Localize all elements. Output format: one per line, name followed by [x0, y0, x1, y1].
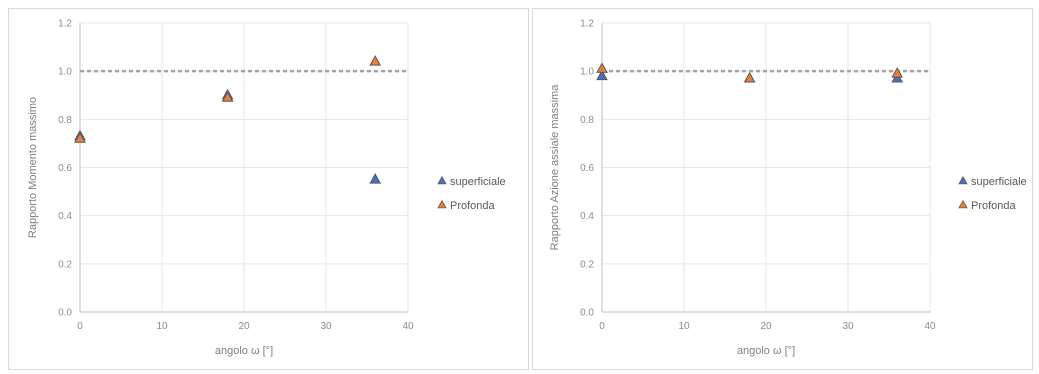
y-tick-label: 0.8: [580, 115, 594, 126]
chart-panel-moment: 0.0 0.2 0.4 0.6 0.8 1.0 1.2 0 10 20 30 40 angolo ω […: [8, 8, 529, 370]
x-axis-title: angolo ω [°]: [215, 345, 273, 357]
x-axis-title: angolo ω [°]: [737, 345, 795, 357]
y-tick-label: 1.0: [58, 67, 72, 78]
y-tick-label: 1.2: [580, 19, 594, 30]
chart-moment: 0.0 0.2 0.4 0.6 0.8 1.0 1.2 0 10 20 30 40 angolo ω […: [27, 19, 506, 358]
legend-label-profonda: Profonda: [971, 200, 1017, 212]
y-tick-label: 0.6: [580, 163, 594, 174]
y-tick-label: 0.6: [58, 163, 72, 174]
legend-marker-superficiale: [958, 175, 968, 185]
data-point-profonda: [596, 62, 608, 73]
y-tick-label: 0.4: [58, 211, 72, 222]
y-tick-label: 0.2: [580, 259, 594, 270]
data-point-profonda: [891, 67, 904, 78]
chart-axial: 0.0 0.2 0.4 0.6 0.8 1.0 1.2 0 10 20 30 40 angolo ω […: [549, 19, 1027, 358]
x-tick-label: 10: [156, 321, 168, 332]
x-tick-label: 20: [238, 321, 250, 332]
legend-marker-profonda: [958, 199, 968, 209]
x-tick-label: 30: [320, 321, 332, 332]
legend-label-superficiale: superficiale: [450, 176, 506, 188]
y-tick-label: 1.2: [58, 19, 72, 30]
x-tick-label: 40: [924, 321, 936, 332]
y-tick-label: 0.2: [58, 259, 72, 270]
data-point-profonda: [74, 132, 86, 143]
legend-label-superficiale: superficiale: [971, 176, 1027, 188]
chart-panel-axial: 0.0 0.2 0.4 0.6 0.8 1.0 1.2 0 10 20 30 40 angolo ω […: [532, 8, 1033, 370]
y-tick-label: 1.0: [580, 67, 594, 78]
x-tick-label: 40: [402, 321, 414, 332]
legend-marker-superficiale: [437, 175, 447, 185]
legend-marker-profonda: [437, 199, 447, 209]
x-tick-label: 0: [77, 321, 83, 332]
y-tick-label: 0.8: [58, 115, 72, 126]
y-axis-title: Rapporto Azione assiale massima: [549, 84, 561, 251]
data-point-profonda: [743, 71, 756, 83]
x-tick-label: 10: [678, 321, 690, 332]
x-tick-label: 20: [760, 321, 772, 332]
y-tick-label: 0.0: [580, 308, 594, 319]
x-tick-label: 0: [599, 321, 605, 332]
y-tick-label: 0.4: [580, 211, 594, 222]
data-point-superficiale: [369, 173, 382, 184]
data-point-superficiale: [596, 69, 608, 81]
x-tick-label: 30: [842, 321, 854, 332]
data-point-profonda: [369, 55, 382, 66]
legend-label-profonda: Profonda: [450, 200, 496, 212]
y-tick-label: 0.0: [58, 308, 72, 319]
y-axis-title: Rapporto Momento massimo: [27, 97, 39, 238]
data-point-profonda: [221, 91, 234, 102]
